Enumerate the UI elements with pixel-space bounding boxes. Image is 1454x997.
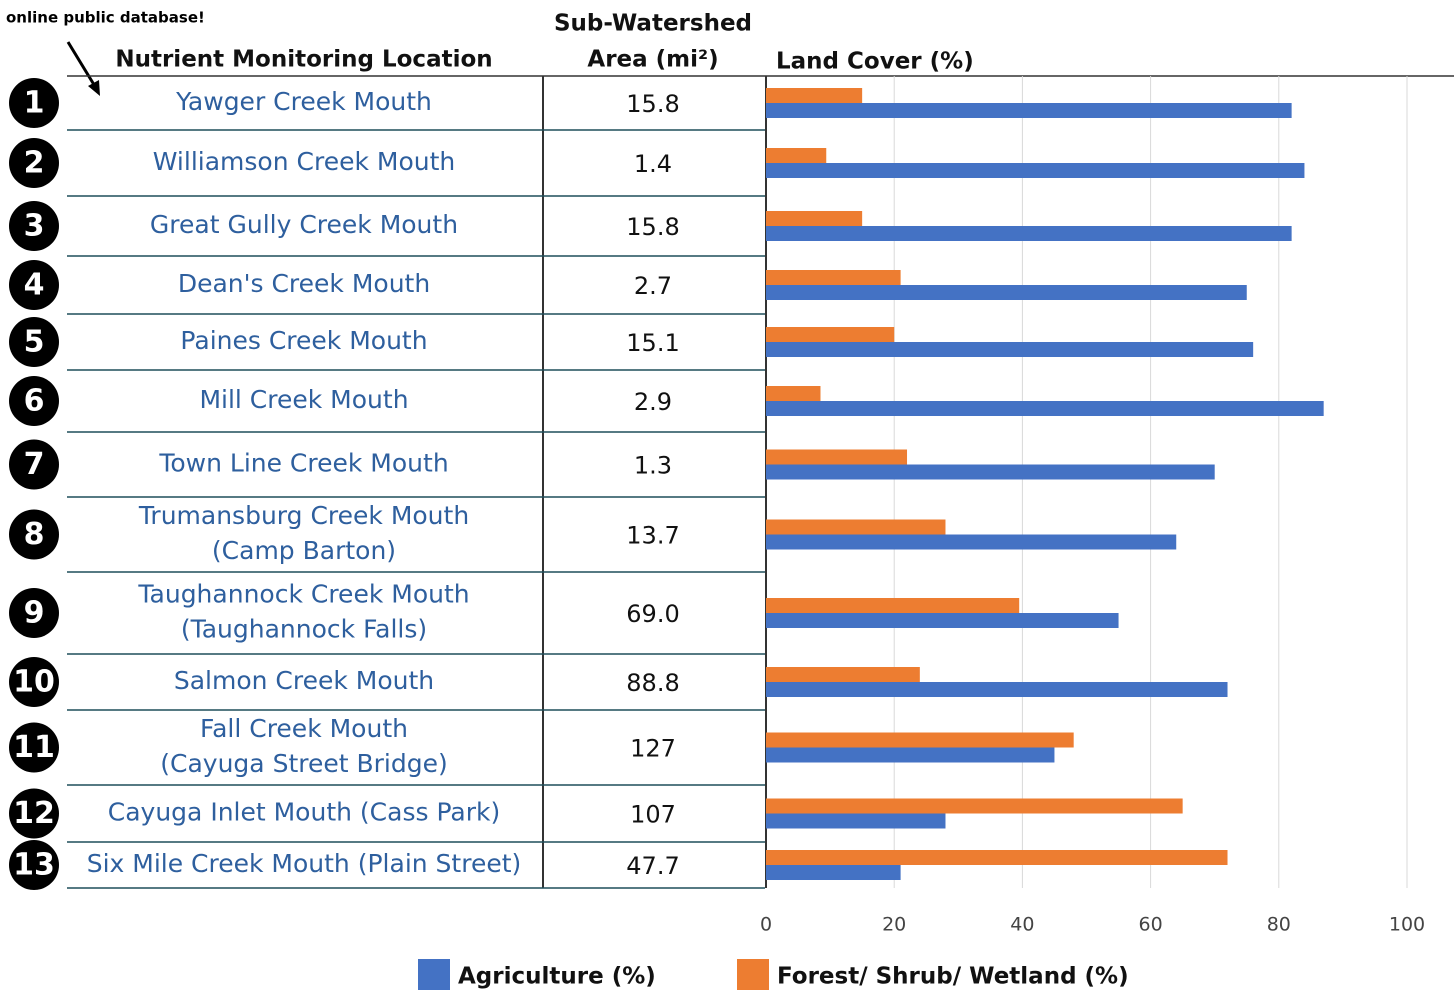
location: Cayuga Inlet Mouth (Cass Park)	[108, 798, 500, 827]
number-badge	[9, 78, 59, 128]
location: Mill Creek Mouth	[199, 385, 408, 414]
x-tick-label: 60	[1139, 914, 1163, 936]
arrow	[66, 41, 98, 89]
legend-swatch	[418, 959, 450, 990]
location: (Camp Barton)	[212, 536, 396, 565]
location: Fall Creek Mouth	[200, 714, 408, 743]
bar	[766, 598, 1020, 613]
area: 127	[630, 735, 676, 763]
number-badge	[9, 657, 59, 707]
row-number: 10	[13, 665, 55, 700]
location: Salmon Creek Mouth	[174, 666, 434, 695]
location: (Cayuga Street Bridge)	[160, 749, 447, 778]
bar	[766, 850, 1228, 865]
location: Yawger Creek Mouth	[175, 87, 432, 116]
row-number: 2	[24, 146, 45, 181]
area-header: Area (mi²)	[587, 47, 718, 73]
bar	[766, 401, 1324, 416]
number-badge	[9, 509, 59, 560]
area: 15.8	[626, 213, 679, 241]
bar	[766, 211, 863, 226]
location: Williamson Creek Mouth	[153, 147, 455, 176]
location: Six Mile Creek Mouth (Plain Street)	[87, 849, 522, 878]
number-badge	[9, 317, 59, 367]
x-tick-label: 80	[1267, 914, 1291, 936]
bar	[766, 270, 901, 285]
legend-label: Forest/ Shrub/ Wetland (%)	[777, 964, 1129, 990]
area: 15.8	[626, 90, 679, 118]
row-number: 3	[24, 209, 45, 244]
row-number: 6	[24, 384, 45, 419]
bar	[766, 865, 901, 880]
x-tick-label: 0	[760, 914, 772, 936]
location: Dean's Creek Mouth	[178, 269, 430, 298]
bar	[766, 226, 1292, 241]
legend-label: Agriculture (%)	[458, 964, 656, 990]
row-number: 9	[24, 596, 45, 631]
x-tick-label: 40	[1010, 914, 1034, 936]
x-tick-label: 100	[1389, 914, 1425, 936]
area: 47.7	[626, 852, 679, 880]
bar	[766, 682, 1228, 697]
arrow-head	[88, 80, 100, 96]
area: 107	[630, 801, 676, 829]
x-tick-label: 20	[882, 914, 906, 936]
location: (Taughannock Falls)	[181, 615, 427, 644]
row-number: 4	[24, 268, 45, 303]
area: 1.3	[634, 452, 672, 480]
number-badge	[9, 376, 59, 426]
bar	[766, 798, 1183, 814]
location-header: Nutrient Monitoring Location	[115, 47, 492, 73]
number-badge	[9, 260, 59, 310]
bar	[766, 449, 908, 465]
bar	[766, 464, 1215, 480]
area: 13.7	[626, 522, 679, 550]
bar	[766, 667, 920, 682]
chart-title: Land Cover (%)	[776, 49, 974, 75]
bar	[766, 732, 1074, 748]
area: 69.0	[626, 600, 679, 628]
row-number: 13	[13, 848, 55, 883]
bar	[766, 103, 1292, 118]
area: 88.8	[626, 669, 679, 697]
area: 1.4	[634, 150, 672, 178]
number-badge	[9, 588, 59, 638]
bar	[766, 519, 946, 535]
bar	[766, 534, 1177, 550]
bar	[766, 613, 1119, 628]
number-badge	[9, 138, 59, 188]
row-number: 5	[24, 325, 45, 360]
row-number: 12	[13, 796, 55, 831]
number-badge	[9, 788, 59, 839]
location: Trumansburg Creek Mouth	[138, 501, 469, 530]
area-header: Sub-Watershed	[554, 11, 752, 37]
bar	[766, 813, 946, 829]
location: Great Gully Creek Mouth	[150, 210, 458, 239]
location: Town Line Creek Mouth	[158, 449, 448, 478]
row-number: 1	[24, 86, 45, 121]
note: online public database!	[6, 9, 205, 27]
bar	[766, 285, 1247, 300]
bar	[766, 386, 821, 401]
row-number: 8	[24, 517, 45, 552]
location: Taughannock Creek Mouth	[137, 580, 469, 609]
location: Paines Creek Mouth	[180, 326, 427, 355]
row-number: 11	[13, 730, 55, 765]
area: 2.7	[634, 272, 672, 300]
bar	[766, 88, 863, 103]
number-badge	[9, 201, 59, 251]
bar	[766, 148, 827, 163]
number-badge	[9, 722, 59, 773]
area: 15.1	[626, 329, 679, 357]
row-number: 7	[24, 447, 45, 482]
bar	[766, 342, 1254, 357]
bar	[766, 163, 1305, 178]
bar	[766, 747, 1055, 763]
legend-swatch	[737, 959, 769, 990]
number-badge	[9, 439, 59, 490]
bar	[766, 327, 895, 342]
area: 2.9	[634, 388, 672, 416]
number-badge	[9, 840, 59, 890]
